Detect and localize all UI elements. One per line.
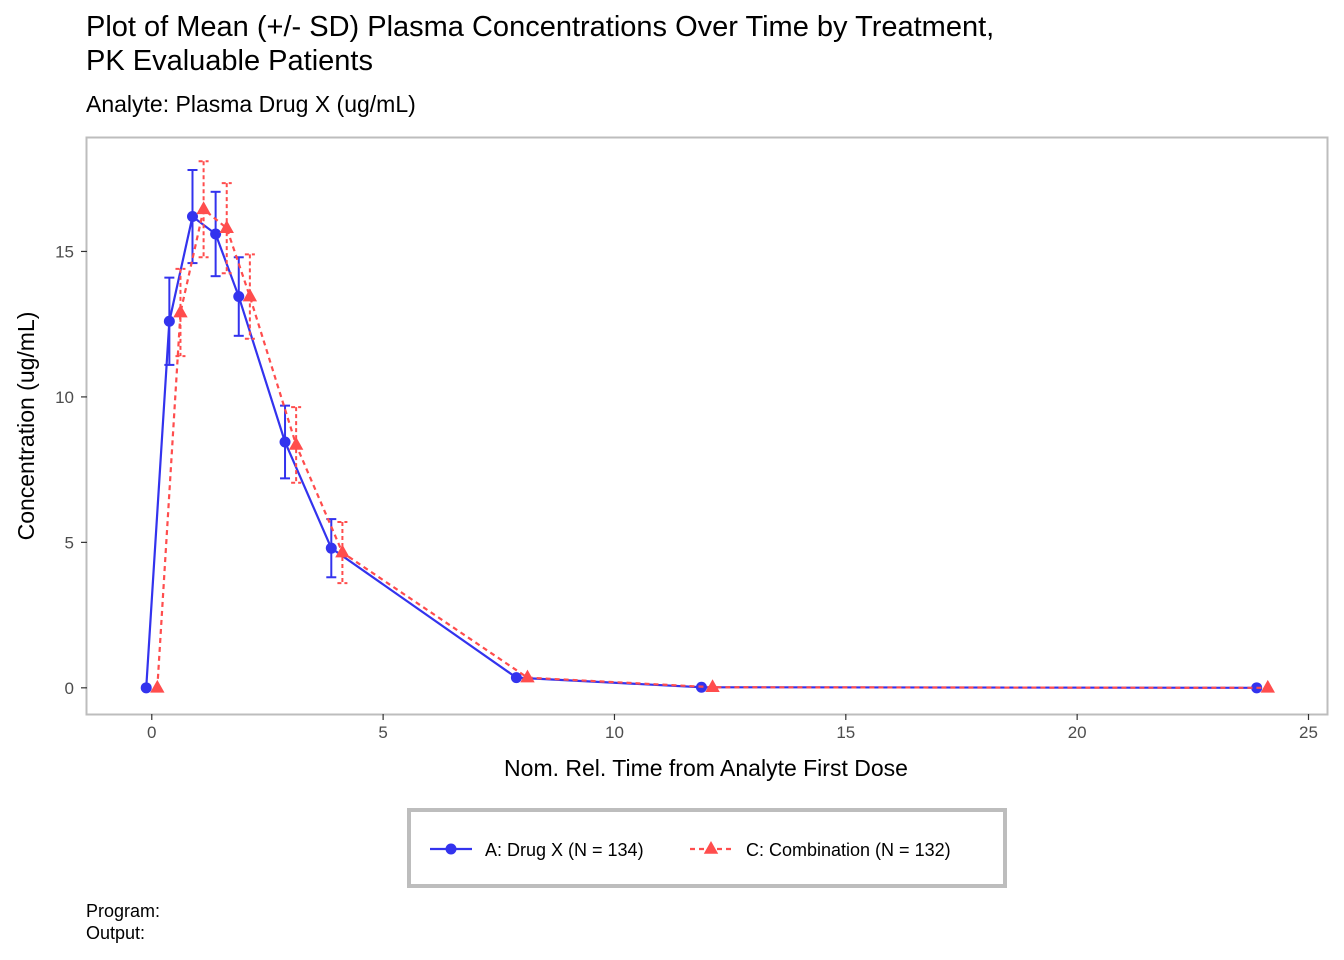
data-point — [705, 679, 720, 693]
legend-item: A: Drug X (N = 134) — [430, 840, 644, 860]
data-point — [140, 682, 152, 694]
data-point — [163, 315, 175, 327]
data-point — [520, 669, 535, 683]
data-point — [186, 211, 198, 223]
data-point — [335, 544, 350, 558]
chart-title-line-2: PK Evaluable Patients — [86, 45, 373, 77]
series-line — [145, 214, 1257, 689]
y-tick-label: 0 — [65, 679, 74, 698]
legend-box — [407, 808, 1007, 888]
caption: Program: Output: — [86, 900, 160, 944]
x-tick-label: 5 — [378, 723, 387, 742]
series-drug-x — [140, 169, 1263, 694]
y-tick-label: 10 — [55, 388, 74, 407]
legend-label: A: Drug X (N = 134) — [485, 840, 644, 860]
y-tick-label: 15 — [55, 242, 74, 261]
x-axis: 0 5 10 15 20 25 — [147, 714, 1318, 742]
x-tick-label: 20 — [1068, 723, 1087, 742]
chart-title: Plot of Mean (+/- SD) Plasma Concentrati… — [86, 10, 994, 78]
y-axis: 0 5 10 15 — [55, 242, 87, 698]
y-axis-title: Concentration (ug/mL) — [13, 312, 39, 541]
caption-program: Program: — [86, 901, 161, 921]
series-layer — [140, 160, 1275, 694]
legend-item: C: Combination (N = 132) — [690, 840, 951, 860]
series-line — [156, 207, 1268, 689]
data-point — [325, 542, 337, 554]
x-tick-label: 15 — [836, 723, 855, 742]
data-point — [173, 304, 188, 318]
x-tick-label: 0 — [147, 723, 156, 742]
plot-panel-border — [85, 136, 1329, 716]
data-point — [219, 220, 234, 233]
data-point — [288, 436, 304, 450]
chart-subtitle: Analyte: Plasma Drug X (ug/mL) — [86, 91, 416, 117]
x-axis-title: Nom. Rel. Time from Analyte First Dose — [504, 755, 908, 781]
caption-output: Output: — [86, 923, 146, 943]
data-point — [233, 291, 245, 303]
data-point — [1260, 679, 1275, 693]
legend-key-marker — [703, 841, 719, 854]
legend: A: Drug X (N = 134) C: Combination (N = 1… — [407, 808, 1007, 888]
series-combination — [150, 160, 1275, 693]
error-bar — [198, 160, 209, 259]
y-tick-label: 5 — [65, 533, 74, 552]
data-point — [150, 679, 165, 693]
legend-items: A: Drug X (N = 134) C: Combination (N = 1… — [430, 840, 951, 860]
data-point — [510, 672, 522, 684]
x-tick-label: 10 — [605, 723, 624, 742]
data-point — [242, 288, 258, 302]
legend-label: C: Combination (N = 132) — [746, 840, 951, 860]
data-point — [210, 228, 222, 240]
x-tick-label: 25 — [1299, 723, 1318, 742]
data-point — [196, 201, 211, 215]
data-point — [279, 436, 291, 448]
chart-title-line-1: Plot of Mean (+/- SD) Plasma Concentrati… — [86, 11, 995, 43]
legend-key-marker — [445, 843, 457, 855]
